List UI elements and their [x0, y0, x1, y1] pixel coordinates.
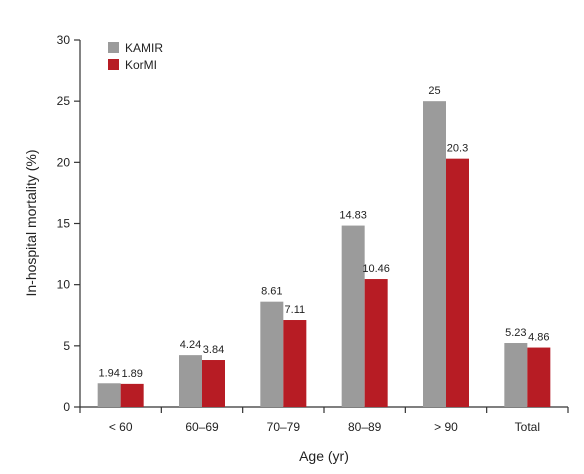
x-tick-label: 60–69 [185, 420, 219, 434]
legend-swatch [108, 59, 119, 70]
bar-kamir [179, 355, 202, 407]
y-tick-label: 5 [63, 339, 70, 353]
data-label: 20.3 [447, 143, 468, 155]
y-tick-label: 0 [63, 400, 70, 414]
axes [79, 40, 568, 408]
y-tick-label: 20 [57, 155, 71, 169]
x-tick-label: 70–79 [267, 420, 301, 434]
x-tick-label: < 60 [109, 420, 133, 434]
bars [97, 101, 551, 408]
x-tick-label: Total [515, 420, 540, 434]
data-label: 10.46 [362, 263, 390, 275]
bar-kormi [202, 360, 225, 407]
bar-kormi [120, 383, 144, 407]
y-ticks: 0 5 10 15 20 25 30 [57, 33, 80, 414]
data-label: 5.23 [505, 327, 526, 339]
data-label: 8.61 [261, 286, 282, 298]
bar-kamir [97, 383, 121, 407]
data-label: 25 [428, 85, 440, 97]
data-label: 4.86 [528, 332, 549, 344]
y-tick-label: 25 [57, 94, 71, 108]
bar-kormi [446, 158, 469, 407]
bar-kormi [364, 279, 388, 407]
data-label: 1.94 [98, 367, 119, 379]
data-label: 4.24 [180, 339, 201, 351]
data-label: 1.89 [121, 368, 142, 380]
x-tick-label: > 90 [434, 420, 458, 434]
bar-kormi [527, 347, 551, 407]
x-axis-title: Age (yr) [299, 448, 349, 464]
legend-label: KorMI [125, 58, 157, 72]
y-axis-title: In-hospital mortality (%) [23, 149, 39, 296]
y-tick-label: 10 [57, 278, 71, 292]
data-label: 3.84 [203, 344, 224, 356]
bar-kormi [283, 320, 307, 407]
x-ticks: < 60 60–69 70–79 80–89 > 90 Total [79, 407, 569, 434]
legend: KAMIR KorMI [108, 41, 163, 72]
data-labels: 1.94 1.89 4.24 3.84 8.617.11 14.83 10.46 25 20.3… [98, 85, 549, 380]
bar-kamir [260, 301, 284, 407]
data-label: 14.83 [339, 210, 367, 222]
data-label: 7.11 [285, 304, 306, 316]
y-tick-label: 15 [57, 217, 71, 231]
y-tick-label: 30 [57, 33, 71, 47]
legend-label: KAMIR [125, 41, 163, 55]
x-tick-label: 80–89 [348, 420, 382, 434]
bar-kamir [341, 225, 365, 407]
legend-swatch [108, 42, 119, 53]
bar-kamir [423, 101, 446, 408]
bar-kamir [504, 343, 528, 407]
